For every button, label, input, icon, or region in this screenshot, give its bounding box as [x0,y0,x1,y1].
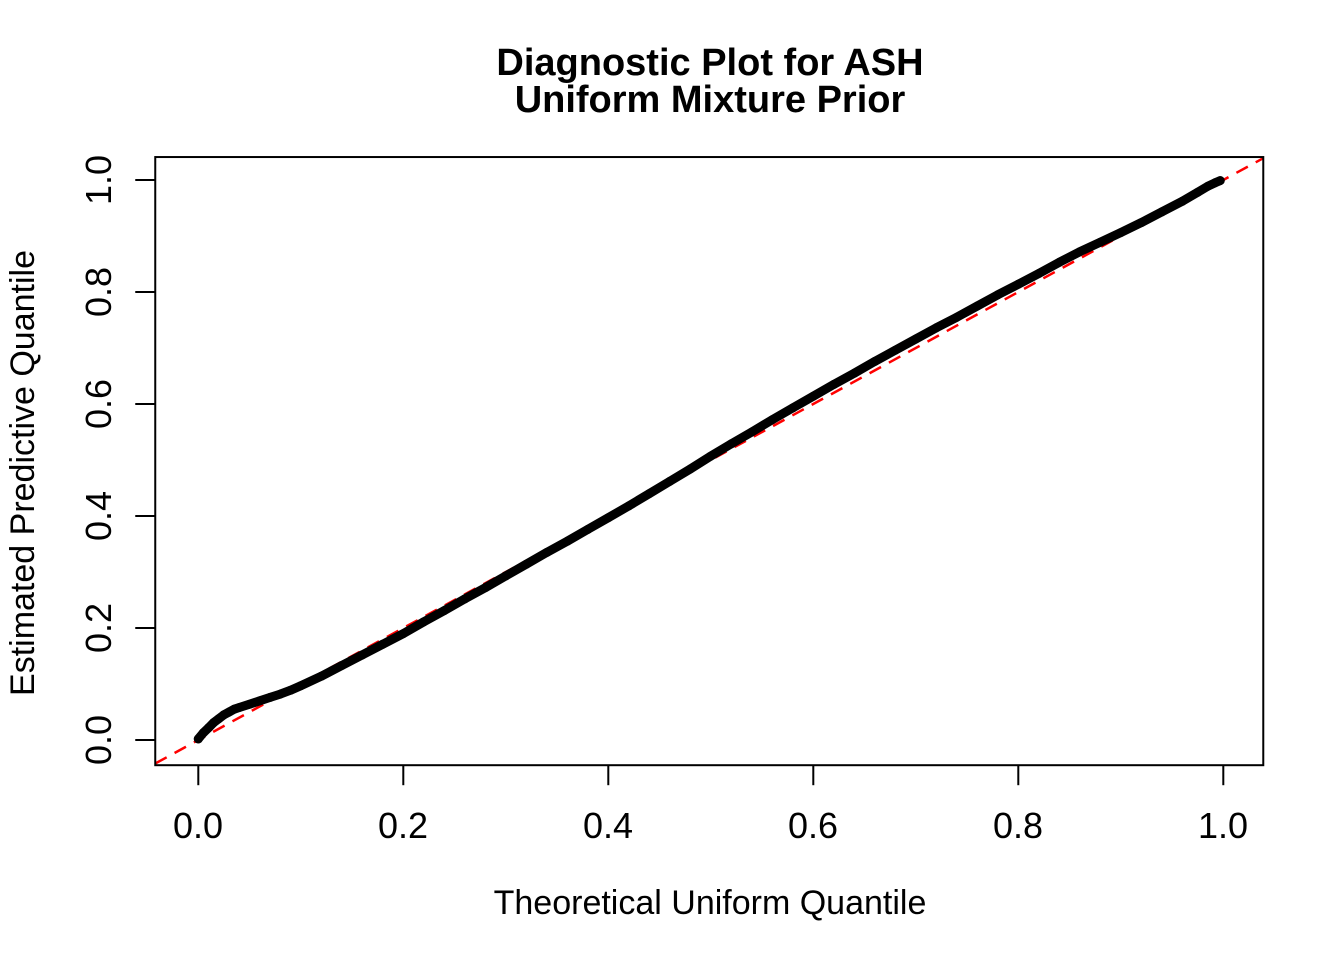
qq-point [1203,181,1213,191]
plot-box [154,156,1265,767]
qq-point [337,661,347,670]
qq-point [1215,176,1225,186]
qq-point [849,368,859,378]
qq-point [972,301,982,311]
qq-point [583,524,593,534]
qq-point [296,681,306,691]
qq-point [993,290,1003,300]
qq-point [460,594,470,604]
qq-point [562,536,572,546]
qq-point [316,671,326,681]
x-tick-label: 0.8 [993,805,1043,846]
qq-point [275,689,285,699]
qq-point [665,476,675,486]
qq-point [439,606,449,616]
qq-point [829,379,839,389]
plot-title-line-1: Diagnostic Plot for ASH [496,42,923,84]
qq-point [255,696,265,706]
qq-point [767,415,777,425]
qq-point [911,334,921,344]
y-axis-label: Estimated Predictive Quantile [4,250,42,696]
qq-point [644,489,654,499]
plot-geometry [135,156,1265,786]
qq-point [521,559,531,569]
qq-point [706,451,716,461]
qq-point [603,513,613,523]
qq-point [398,629,408,639]
qq-point [245,699,255,709]
x-tick-label: 0.2 [378,805,428,846]
qq-point [419,617,429,627]
x-tick-label: 1.0 [1198,805,1248,846]
qq-point [1075,247,1085,257]
qq-point [542,547,552,557]
qq-point [747,427,757,437]
x-tick-labels: 0.0 0.2 0.4 0.6 0.8 1.0 [173,805,1248,846]
x-tick-label: 0.6 [788,805,838,846]
qq-point [726,439,736,449]
qq-point [265,692,275,702]
qq-point [1157,207,1167,217]
qq-point [193,734,203,744]
y-tick-label: 0.0 [78,715,119,765]
qq-point [1095,237,1105,247]
qq-point [1193,187,1203,197]
plot-title-line-2: Uniform Mixture Prior [515,79,906,121]
qq-point [685,464,695,474]
y-tick-label: 1.0 [78,155,119,205]
qq-point [378,639,388,649]
x-tick-label: 0.0 [173,805,223,846]
x-tick-label: 0.4 [583,805,633,846]
qq-point [357,650,367,660]
qq-point [501,571,511,581]
x-axis-label: Theoretical Uniform Quantile [494,884,927,922]
qq-point [234,703,244,712]
y-tick-label: 0.2 [78,603,119,653]
qq-point [1136,218,1146,228]
qq-point [1013,279,1023,289]
qq-point [808,391,818,401]
y-tick-labels: 0.0 0.2 0.4 0.6 0.8 1.0 [78,155,119,765]
y-tick-label: 0.6 [78,379,119,429]
qq-point [1177,196,1187,206]
qq-point [1054,257,1064,267]
qq-point [890,345,900,355]
qq-point [286,685,296,695]
qq-point [788,403,798,413]
qq-point [952,312,962,322]
qq-point [870,356,880,366]
qq-point [1116,228,1126,238]
y-tick-label: 0.8 [78,267,119,317]
qq-point [624,501,634,511]
qq-point [480,583,490,593]
qq-point [931,323,941,333]
y-tick-label: 0.4 [78,491,119,541]
qq-point [1034,269,1044,278]
